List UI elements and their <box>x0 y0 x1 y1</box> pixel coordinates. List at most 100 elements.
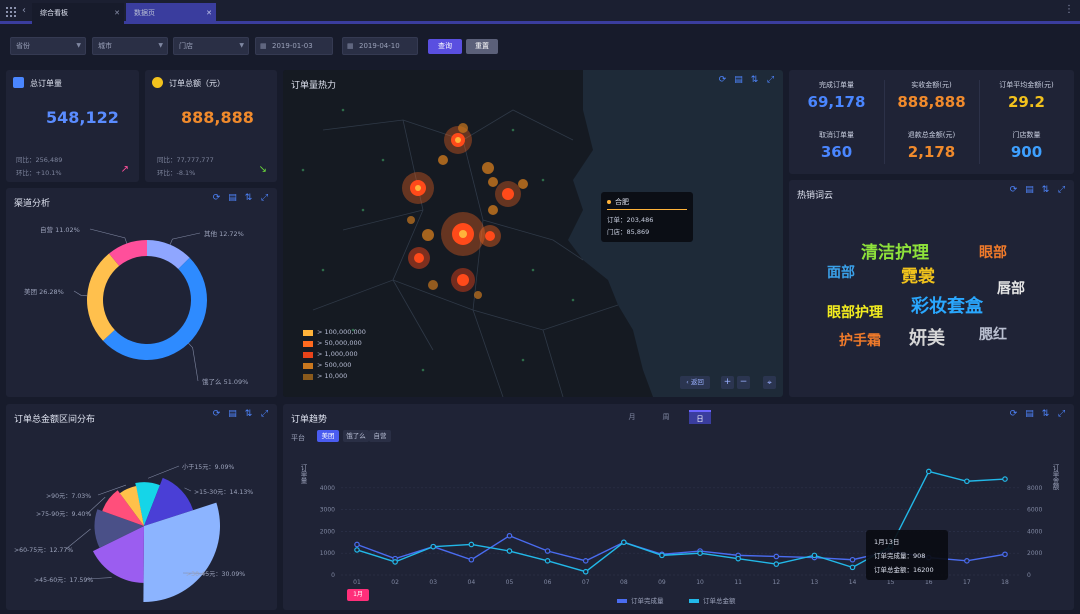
cloud-word[interactable]: 眼部 <box>979 245 1007 261</box>
y-right-tick: 6000 <box>1027 507 1042 514</box>
tooltip-stores: 门店：85,869 <box>607 228 650 236</box>
cloud-word[interactable]: 彩妆套盒 <box>911 296 983 317</box>
chart-type-icon[interactable]: ⇅ <box>1041 185 1050 195</box>
close-icon[interactable]: ✕ <box>206 9 212 17</box>
chevron-left-icon[interactable]: ‹ <box>22 5 26 16</box>
date-range-button[interactable]: 1月 <box>347 589 369 601</box>
fullscreen-icon[interactable]: ⤢ <box>260 409 269 419</box>
fullscreen-icon[interactable]: ⤢ <box>260 193 269 203</box>
period-option[interactable]: 日 <box>689 410 711 424</box>
city-select[interactable]: 城市 ▼ <box>92 37 168 55</box>
reset-button[interactable]: 重置 <box>466 39 498 54</box>
data-view-icon[interactable]: ▤ <box>1025 185 1034 195</box>
trend-point[interactable] <box>849 564 856 571</box>
fullscreen-icon[interactable]: ⤢ <box>1057 409 1066 419</box>
query-button[interactable]: 查询 <box>428 39 462 54</box>
refresh-icon[interactable]: ⟳ <box>718 75 727 85</box>
amount-distribution-panel: 订单总金额区间分布 ⟳ ▤ ⇅ ⤢ 小于15元：9.09% >15-30元：14.13%… <box>6 404 277 610</box>
data-view-icon[interactable]: ▤ <box>734 75 743 85</box>
tab-dashboard[interactable]: 综合看板 ✕ <box>32 3 124 24</box>
donut-slice[interactable] <box>109 240 147 266</box>
trend-point[interactable] <box>925 468 932 475</box>
trend-point[interactable] <box>392 559 398 565</box>
cloud-word[interactable]: 腮红 <box>979 327 1007 343</box>
trend-point[interactable] <box>544 558 551 564</box>
store-select[interactable]: 门店 ▼ <box>173 37 249 55</box>
platform-label: 平台 <box>291 434 305 442</box>
trend-point[interactable] <box>506 532 513 539</box>
province-select[interactable]: 省份 ▼ <box>10 37 86 55</box>
legend-swatch <box>303 363 313 369</box>
chart-type-icon[interactable]: ⇅ <box>244 193 253 203</box>
stat-label: 完成订单量 <box>819 81 854 89</box>
trend-point[interactable] <box>773 553 780 560</box>
zoom-out-button[interactable]: − <box>737 376 750 389</box>
cloud-word[interactable]: 妍美 <box>909 328 945 349</box>
donut-slice[interactable] <box>86 253 120 341</box>
stats-grid: 完成订单量 69,178 实收金额(元) 888,888 订单平均金额(元) 29.2 取消… <box>789 70 1074 174</box>
donut-slice[interactable] <box>147 240 190 270</box>
end-date-input[interactable]: ▦ 2019-04-10 <box>342 37 418 55</box>
tab-data[interactable]: 数据页 ✕ <box>126 3 216 24</box>
rose-slice[interactable] <box>119 486 144 526</box>
rose-slice[interactable] <box>143 502 220 602</box>
platform-option[interactable]: 饿了么 <box>343 430 369 442</box>
refresh-icon[interactable]: ⟳ <box>212 193 221 203</box>
trend-point[interactable] <box>659 552 665 559</box>
grid-icon[interactable] <box>6 7 16 17</box>
cloud-word[interactable]: 清洁护理 <box>861 243 929 263</box>
refresh-icon[interactable]: ⟳ <box>1009 185 1018 195</box>
cloud-word[interactable]: 眼部护理 <box>827 305 883 321</box>
trend-point[interactable] <box>468 556 475 563</box>
cloud-word[interactable]: 霓裳 <box>901 267 935 287</box>
locate-button[interactable]: ⌖ <box>763 376 776 389</box>
data-view-icon[interactable]: ▤ <box>228 193 237 203</box>
trend-point[interactable] <box>811 552 818 559</box>
map-legend-item: > 500,000 <box>303 361 403 371</box>
donut-slice[interactable] <box>102 257 207 360</box>
cloud-word[interactable]: 唇部 <box>997 281 1025 297</box>
trend-point[interactable] <box>621 539 627 546</box>
chart-type-icon[interactable]: ⇅ <box>244 409 253 419</box>
refresh-icon[interactable]: ⟳ <box>212 409 221 419</box>
rose-slice[interactable] <box>135 482 160 526</box>
platform-option[interactable]: 自营 <box>369 430 391 442</box>
refresh-icon[interactable]: ⟳ <box>1009 409 1018 419</box>
rose-slice[interactable] <box>144 477 194 526</box>
trend-point[interactable] <box>1002 476 1008 482</box>
trend-point[interactable] <box>964 558 970 564</box>
trend-point[interactable] <box>735 555 741 562</box>
period-option[interactable]: 月 <box>628 413 636 421</box>
trend-point[interactable] <box>354 541 360 548</box>
trend-point[interactable] <box>354 547 360 553</box>
cloud-word[interactable]: 护手霜 <box>839 333 881 349</box>
fullscreen-icon[interactable]: ⤢ <box>1057 185 1066 195</box>
period-option[interactable]: 周 <box>662 413 670 421</box>
rose-slice[interactable] <box>92 526 144 583</box>
platform-option[interactable]: 美团 <box>317 430 339 442</box>
cloud-word[interactable]: 面部 <box>827 265 855 281</box>
trend-point[interactable] <box>964 478 970 485</box>
map-back-button[interactable]: ‹ 返回 <box>680 376 710 389</box>
chart-type-icon[interactable]: ⇅ <box>1041 409 1050 419</box>
trend-point[interactable] <box>849 556 856 563</box>
close-icon[interactable]: ✕ <box>114 9 120 17</box>
trend-point[interactable] <box>582 558 589 564</box>
trend-point[interactable] <box>544 548 551 554</box>
trend-point[interactable] <box>506 548 513 554</box>
data-view-icon[interactable]: ▤ <box>1025 409 1034 419</box>
trend-point[interactable] <box>1002 551 1008 558</box>
trend-point[interactable] <box>773 561 780 567</box>
trend-point[interactable] <box>697 550 703 557</box>
start-date-input[interactable]: ▦ 2019-01-03 <box>255 37 333 55</box>
rose-slice[interactable] <box>102 490 144 526</box>
more-icon[interactable]: ⋮ <box>1064 4 1074 15</box>
trend-point[interactable] <box>430 543 437 550</box>
fullscreen-icon[interactable]: ⤢ <box>766 75 775 85</box>
trend-point[interactable] <box>468 541 475 548</box>
chart-type-icon[interactable]: ⇅ <box>750 75 759 85</box>
trend-point[interactable] <box>582 568 589 575</box>
rose-slice[interactable] <box>94 509 144 548</box>
zoom-in-button[interactable]: + <box>721 376 734 389</box>
data-view-icon[interactable]: ▤ <box>228 409 237 419</box>
